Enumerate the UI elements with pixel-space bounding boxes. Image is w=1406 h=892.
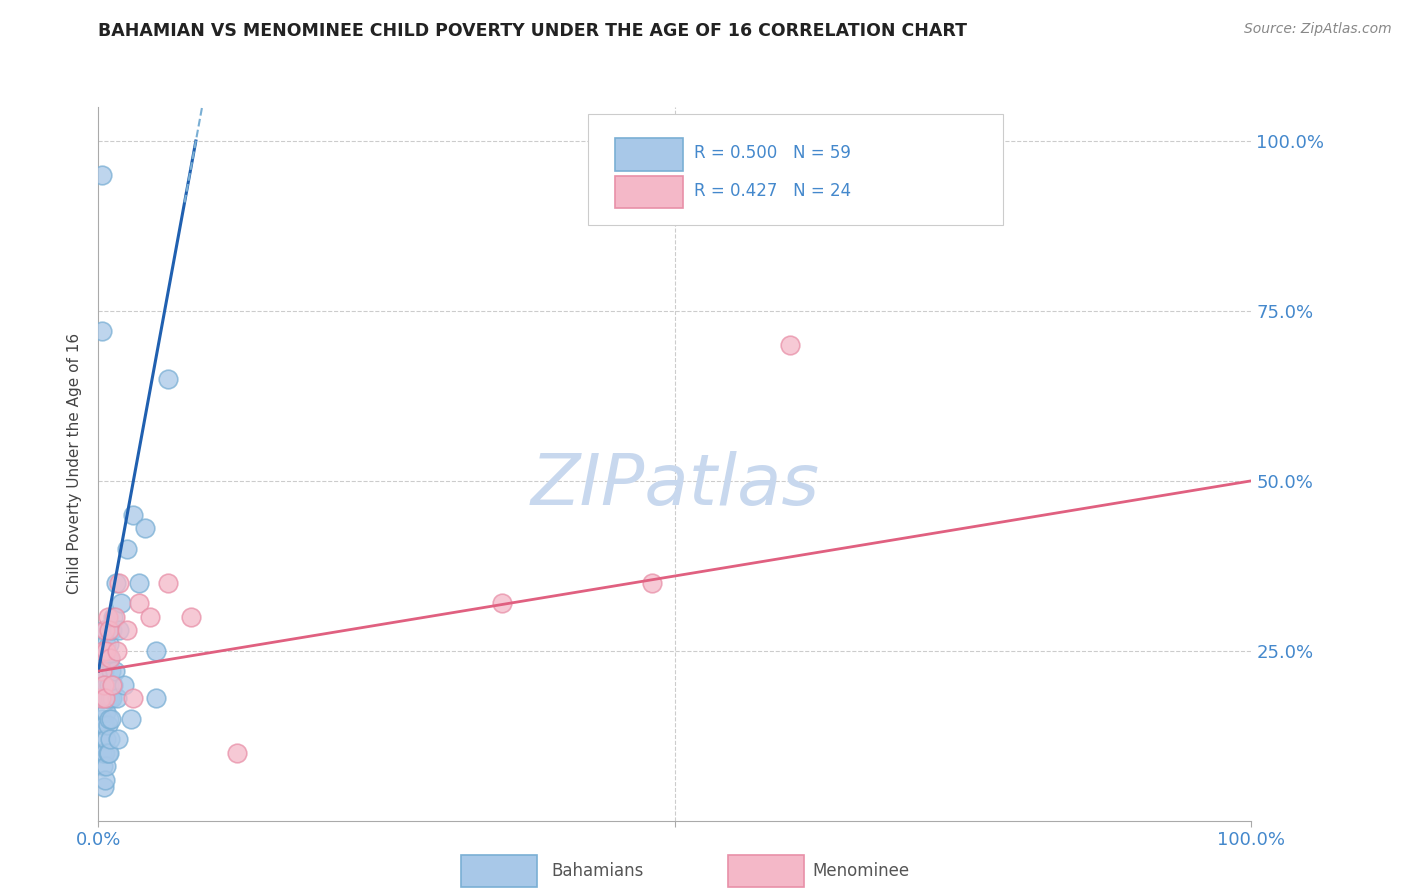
Point	[98, 732, 121, 747]
Point	[94, 691, 117, 706]
Point	[103, 678, 125, 692]
Point	[97, 678, 120, 692]
Point	[101, 691, 124, 706]
Point	[97, 746, 120, 760]
Text: R = 0.500   N = 59: R = 0.500 N = 59	[695, 145, 852, 162]
Point	[145, 691, 167, 706]
Point	[90, 324, 112, 338]
Point	[100, 664, 122, 678]
Point	[101, 624, 124, 638]
Point	[97, 609, 120, 624]
Point	[98, 650, 121, 665]
Point	[120, 712, 142, 726]
Point	[96, 759, 118, 773]
Point	[156, 372, 179, 386]
Point	[94, 746, 117, 760]
Point	[91, 691, 114, 706]
Point	[103, 609, 125, 624]
Point	[96, 705, 118, 719]
Text: BAHAMIAN VS MENOMINEE CHILD POVERTY UNDER THE AGE OF 16 CORRELATION CHART: BAHAMIAN VS MENOMINEE CHILD POVERTY UNDE…	[98, 22, 967, 40]
Point	[139, 609, 162, 624]
Point	[107, 732, 129, 747]
Point	[156, 575, 179, 590]
Point	[122, 691, 145, 706]
Point	[105, 644, 128, 658]
Point	[90, 691, 112, 706]
Point	[96, 732, 118, 747]
Point	[89, 691, 111, 706]
Point	[90, 712, 112, 726]
Point	[94, 624, 117, 638]
Point	[98, 650, 121, 665]
Point	[96, 678, 118, 692]
Point	[91, 644, 114, 658]
Point	[110, 596, 132, 610]
Point	[103, 664, 125, 678]
Point	[94, 650, 117, 665]
Point	[94, 691, 117, 706]
Point	[97, 624, 120, 638]
Text: ZIPatlas: ZIPatlas	[530, 450, 820, 520]
Point	[105, 691, 128, 706]
Point	[97, 746, 120, 760]
Point	[779, 338, 801, 352]
Point	[93, 664, 115, 678]
Point	[90, 678, 112, 692]
Text: Menominee: Menominee	[813, 862, 910, 880]
Point	[90, 664, 112, 678]
Point	[90, 168, 112, 182]
Point	[98, 691, 121, 706]
Point	[117, 541, 139, 556]
Point	[117, 624, 139, 638]
Point	[180, 609, 202, 624]
FancyBboxPatch shape	[588, 114, 1004, 225]
Point	[91, 759, 114, 773]
Point	[104, 575, 127, 590]
Point	[91, 644, 114, 658]
Point	[93, 718, 115, 732]
Text: Source: ZipAtlas.com: Source: ZipAtlas.com	[1244, 22, 1392, 37]
Point	[108, 575, 131, 590]
Point	[97, 691, 120, 706]
Point	[128, 575, 150, 590]
Point	[90, 746, 112, 760]
Point	[90, 732, 112, 747]
Point	[96, 637, 118, 651]
Point	[90, 664, 112, 678]
Point	[97, 718, 120, 732]
Y-axis label: Child Poverty Under the Age of 16: Child Poverty Under the Age of 16	[67, 334, 83, 594]
Point	[108, 624, 131, 638]
Point	[100, 712, 122, 726]
Point	[93, 691, 115, 706]
Point	[145, 644, 167, 658]
Point	[91, 718, 114, 732]
Point	[94, 772, 117, 787]
Point	[94, 718, 117, 732]
Point	[93, 678, 115, 692]
Text: Bahamians: Bahamians	[551, 862, 644, 880]
Point	[491, 596, 513, 610]
Point	[93, 746, 115, 760]
Point	[103, 609, 125, 624]
Point	[128, 596, 150, 610]
FancyBboxPatch shape	[614, 137, 683, 170]
Point	[641, 575, 664, 590]
Point	[122, 508, 145, 522]
Point	[93, 624, 115, 638]
Point	[112, 678, 135, 692]
Point	[101, 678, 124, 692]
Point	[134, 521, 156, 535]
FancyBboxPatch shape	[614, 176, 683, 209]
Point	[96, 644, 118, 658]
Point	[97, 712, 120, 726]
Text: R = 0.427   N = 24: R = 0.427 N = 24	[695, 182, 852, 200]
Point	[225, 746, 247, 760]
Point	[97, 650, 120, 665]
Point	[93, 780, 115, 794]
Point	[97, 637, 120, 651]
